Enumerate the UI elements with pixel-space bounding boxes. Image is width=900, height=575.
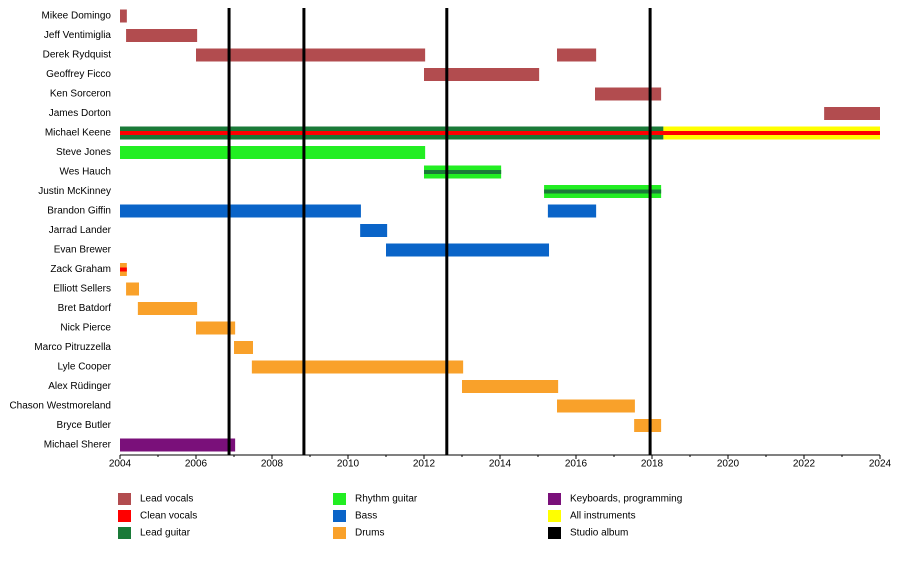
legend-label: All instruments <box>570 511 636 522</box>
x-tick-label: 2014 <box>489 459 512 470</box>
x-tick-label: 2022 <box>793 459 816 470</box>
role-bar <box>126 29 198 42</box>
member-label: Ken Sorceron <box>50 89 111 100</box>
member-label: Lyle Cooper <box>57 362 111 373</box>
role-bar <box>595 87 662 101</box>
member-label: Jarrad Lander <box>49 225 112 236</box>
member-label: Marco Pitruzzella <box>34 342 111 353</box>
x-tick-label: 2018 <box>641 459 664 470</box>
legend-label: Lead vocals <box>140 494 193 505</box>
legend-label: Rhythm guitar <box>355 494 418 505</box>
role-bar <box>234 341 253 354</box>
member-label: Michael Keene <box>45 128 112 139</box>
member-label: Geoffrey Ficco <box>46 69 111 80</box>
member-label: Wes Hauch <box>59 167 111 178</box>
role-bar <box>126 282 139 296</box>
role-bar <box>424 68 540 81</box>
member-label: Chason Westmoreland <box>9 401 111 412</box>
x-tick-label: 2012 <box>413 459 436 470</box>
x-tick-label: 2008 <box>261 459 284 470</box>
legend-label: Drums <box>355 528 384 539</box>
role-bar <box>251 360 464 374</box>
role-bar <box>557 48 597 62</box>
legend-label: Bass <box>355 511 377 522</box>
member-label: Evan Brewer <box>54 245 112 256</box>
role-stripe <box>120 131 880 135</box>
member-label: Bryce Butler <box>57 420 112 431</box>
x-tick-label: 2010 <box>337 459 360 470</box>
member-label: Elliott Sellers <box>53 284 111 295</box>
role-bar <box>386 243 550 257</box>
role-bar <box>360 224 388 237</box>
role-bar <box>824 107 880 120</box>
role-stripe <box>120 267 127 272</box>
x-tick-label: 2006 <box>185 459 208 470</box>
member-label: James Dorton <box>49 108 111 119</box>
member-label: Alex Rüdinger <box>48 381 111 392</box>
role-bar <box>634 419 662 432</box>
x-tick-label: 2016 <box>565 459 588 470</box>
role-bar <box>557 399 635 413</box>
legend-swatch <box>333 510 346 522</box>
member-label: Bret Batdorf <box>58 303 112 314</box>
role-bar <box>137 302 198 315</box>
legend-swatch <box>118 527 131 539</box>
role-bar <box>462 380 559 393</box>
legend-swatch <box>118 493 131 505</box>
legend-label: Keyboards, programming <box>570 494 682 505</box>
legend-swatch <box>333 493 346 505</box>
member-label: Brandon Giffin <box>47 206 111 217</box>
role-bar <box>120 146 426 159</box>
legend-label: Studio album <box>570 528 628 539</box>
member-label: Jeff Ventimiglia <box>44 30 112 41</box>
x-tick-label: 2004 <box>109 459 132 470</box>
role-stripe <box>544 189 662 194</box>
role-bar <box>196 48 426 62</box>
x-tick-label: 2020 <box>717 459 740 470</box>
legend-swatch <box>548 493 561 505</box>
member-label: Zack Graham <box>50 264 111 275</box>
role-bar <box>120 204 361 218</box>
role-stripe <box>424 170 502 174</box>
role-bar <box>547 204 597 218</box>
member-label: Michael Sherer <box>44 440 112 451</box>
role-bar <box>120 438 236 452</box>
member-label: Derek Rydquist <box>43 50 112 61</box>
member-label: Justin McKinney <box>38 186 111 197</box>
legend-label: Lead guitar <box>140 528 191 539</box>
member-label: Nick Pierce <box>60 323 111 334</box>
member-label: Mikee Domingo <box>42 11 112 22</box>
legend-swatch <box>548 527 561 539</box>
x-tick-label: 2024 <box>869 459 892 470</box>
member-label: Steve Jones <box>56 147 111 158</box>
legend-label: Clean vocals <box>140 511 197 522</box>
role-bar <box>120 9 127 23</box>
legend-swatch <box>548 510 561 522</box>
role-bar <box>196 321 236 335</box>
legend-swatch <box>118 510 131 522</box>
legend-swatch <box>333 527 346 539</box>
